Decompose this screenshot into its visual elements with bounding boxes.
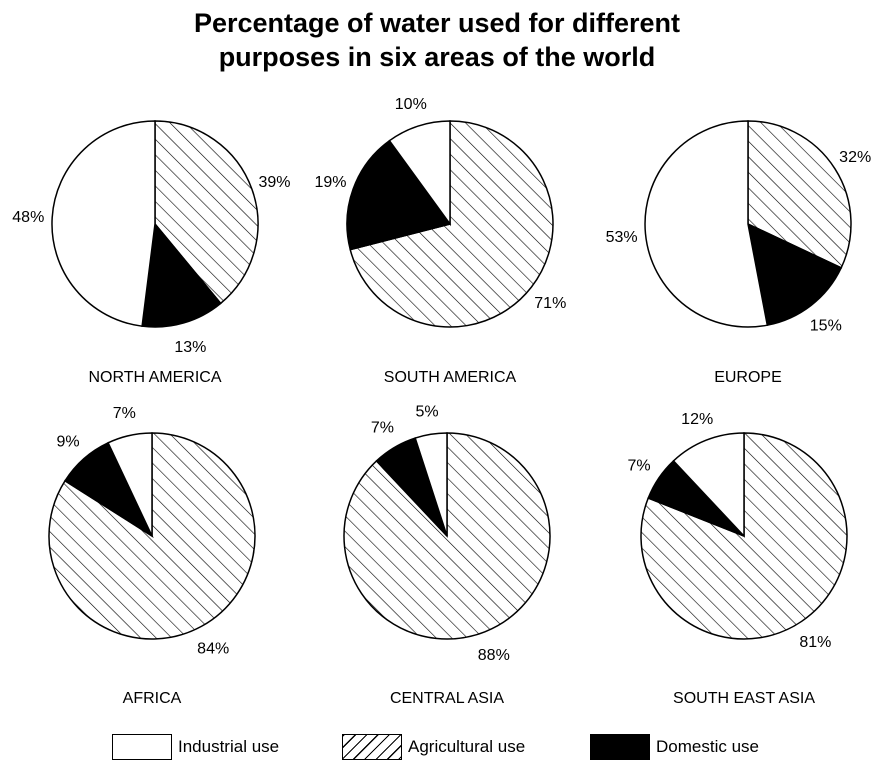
south-america-agricultural-use-label: 71% bbox=[534, 295, 566, 312]
south-america-industrial-use-label: 10% bbox=[395, 96, 427, 113]
africa-domestic-use-label: 9% bbox=[56, 434, 79, 451]
south-america-domestic-use-label: 19% bbox=[314, 174, 346, 191]
europe-domestic-use-label: 15% bbox=[810, 317, 842, 334]
legend-industrial-label: Industrial use bbox=[178, 737, 280, 756]
legend-agricultural: Agricultural use bbox=[342, 732, 525, 762]
south-america-agricultural-use-slice bbox=[349, 120, 554, 328]
africa-industrial-use-label: 7% bbox=[113, 405, 136, 422]
central-asia-name: CENTRAL ASIA bbox=[390, 690, 504, 707]
south-east-asia-name: SOUTH EAST ASIA bbox=[673, 690, 815, 707]
europe-industrial-use-label: 53% bbox=[606, 229, 638, 246]
south-east-asia-domestic-use-label: 7% bbox=[627, 458, 650, 475]
south-east-asia-industrial-use-slice bbox=[672, 432, 745, 538]
central-asia-industrial-use-slice bbox=[414, 432, 448, 537]
chart-title-line-1: Percentage of water used for different bbox=[193, 8, 681, 38]
europe-domestic-use-slice bbox=[746, 222, 843, 327]
africa-agricultural-use-label: 84% bbox=[197, 640, 229, 657]
chart-title: Percentage of water used for different p… bbox=[0, 6, 874, 74]
agricultural-swatch bbox=[342, 734, 402, 760]
domestic-swatch bbox=[590, 734, 650, 760]
south-america-name: SOUTH AMERICA bbox=[384, 369, 517, 386]
europe-name: EUROPE bbox=[714, 369, 782, 386]
north-america-name: NORTH AMERICA bbox=[88, 369, 221, 386]
central-asia-domestic-use-label: 7% bbox=[371, 420, 394, 437]
africa-agricultural-use-slice bbox=[48, 432, 256, 640]
north-america-domestic-use-slice bbox=[141, 222, 222, 328]
north-america-domestic-use-label: 13% bbox=[174, 339, 206, 356]
north-america-agricultural-use-label: 39% bbox=[258, 174, 290, 191]
south-america-domestic-use-slice bbox=[346, 139, 452, 251]
chart-title-line-2: purposes in six areas of the world bbox=[218, 42, 656, 72]
north-america-industrial-use-slice bbox=[51, 120, 156, 328]
central-asia-industrial-use-label: 5% bbox=[416, 404, 439, 421]
africa-industrial-use-slice bbox=[107, 432, 153, 537]
north-america-agricultural-use-slice bbox=[154, 120, 259, 305]
legend-domestic: Domestic use bbox=[590, 732, 759, 762]
legend-agricultural-label: Agricultural use bbox=[408, 737, 526, 756]
south-east-asia-agricultural-use-label: 81% bbox=[799, 634, 831, 651]
south-east-asia-industrial-use-label: 12% bbox=[681, 411, 713, 428]
europe-industrial-use-slice bbox=[644, 120, 769, 328]
legend-domestic-label: Domestic use bbox=[656, 737, 759, 756]
central-asia-agricultural-use-label: 88% bbox=[478, 647, 510, 664]
south-america-industrial-use-slice bbox=[388, 120, 451, 227]
legend-industrial: Industrial use bbox=[112, 732, 279, 762]
pies-layer: 39% 13% 48% NORTH AMERICA 71% 19% 10% SOUTH AME… bbox=[12, 96, 871, 707]
industrial-swatch bbox=[112, 734, 172, 760]
central-asia-agricultural-use-slice bbox=[343, 432, 551, 640]
north-america-industrial-use-label: 48% bbox=[12, 209, 44, 226]
europe-agricultural-use-slice bbox=[747, 120, 852, 269]
africa-name: AFRICA bbox=[123, 690, 182, 707]
europe-agricultural-use-label: 32% bbox=[839, 149, 871, 166]
